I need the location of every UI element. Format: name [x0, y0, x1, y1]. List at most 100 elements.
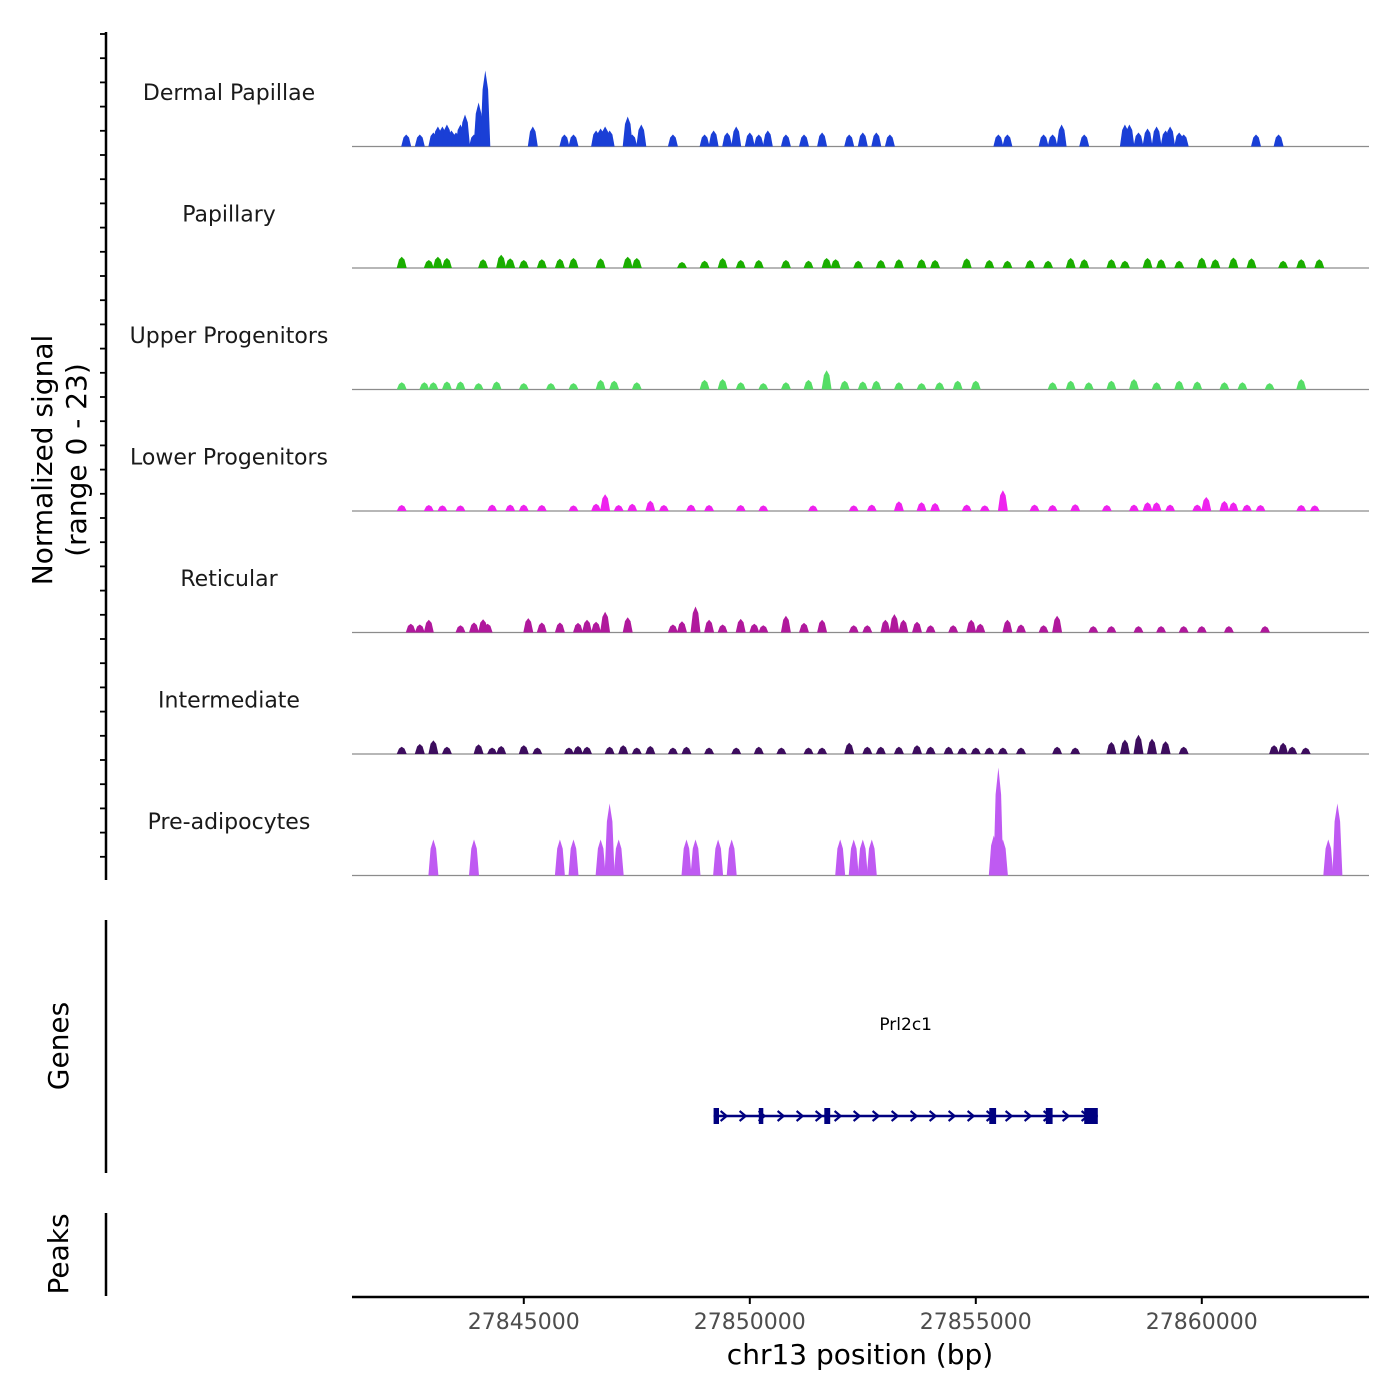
signal-peak — [803, 260, 814, 268]
signal-peak — [993, 134, 1004, 147]
signal-peak — [1273, 134, 1284, 147]
signal-peak — [925, 746, 936, 754]
track-dermal-papillae: Dermal Papillae — [143, 70, 1369, 148]
signal-peak — [803, 747, 814, 754]
signal-peak — [758, 505, 769, 511]
signal-peak — [591, 621, 602, 633]
signal-peak — [518, 383, 529, 390]
signal-peak — [893, 501, 904, 511]
signal-peak — [423, 619, 434, 633]
signal-peak — [496, 746, 507, 754]
gene-label: Prl2c1 — [879, 1015, 932, 1035]
signal-peak — [744, 132, 755, 147]
genes-axis-title: Genes — [42, 1002, 75, 1090]
signal-peak — [713, 839, 724, 876]
gene-exon — [824, 1108, 831, 1124]
signal-peak — [582, 619, 592, 633]
strand-arrow — [795, 1110, 805, 1122]
signal-peak — [1192, 504, 1203, 511]
signal-peak — [916, 259, 927, 268]
signal-peak — [799, 134, 809, 147]
signal-peak — [857, 132, 868, 147]
signal-peak — [441, 381, 452, 390]
signal-peak — [667, 624, 678, 633]
signal-tracks: Dermal Papillae Papillary Upper Progenitor… — [130, 70, 1369, 877]
signal-peak — [423, 260, 434, 268]
signal-peak — [997, 490, 1008, 511]
signal-peak — [1002, 134, 1013, 147]
signal-peak — [821, 370, 832, 390]
gene-exon — [989, 1108, 997, 1124]
signal-peak — [848, 505, 859, 511]
signal-peak — [758, 383, 769, 390]
signal-peak — [817, 619, 828, 633]
signal-peak — [478, 259, 489, 268]
signal-peak — [1043, 260, 1054, 268]
signal-peak — [717, 379, 728, 390]
signal-peak — [455, 505, 466, 511]
signal-peak — [1088, 626, 1099, 633]
signal-peak — [1070, 504, 1081, 511]
signal-peak — [1129, 504, 1139, 511]
signal-peak — [722, 132, 733, 147]
signal-peak — [1156, 259, 1167, 268]
peaks-axis-title: Peaks — [42, 1213, 75, 1294]
signal-peak — [667, 134, 678, 147]
signal-peak — [857, 839, 868, 876]
signal-peak — [975, 623, 986, 633]
signal-peak — [536, 505, 547, 511]
signal-peak — [1016, 747, 1026, 754]
signal-peak — [690, 606, 701, 633]
signal-peak — [1264, 383, 1275, 390]
signal-peak — [1038, 625, 1049, 633]
signal-peak — [554, 622, 565, 633]
signal-peak — [622, 617, 633, 633]
signal-peak — [428, 839, 439, 876]
signal-peak — [912, 621, 922, 633]
signal-peak — [875, 746, 886, 754]
signal-peak — [1174, 380, 1185, 390]
signal-peak — [480, 70, 491, 147]
signal-peak — [835, 839, 846, 876]
signal-peak — [803, 379, 814, 390]
signal-peak — [961, 504, 972, 511]
signal-peak — [1296, 259, 1307, 268]
signal-peak — [582, 746, 592, 754]
signal-peak — [469, 622, 479, 633]
signal-peak — [726, 839, 737, 876]
strand-arrow — [909, 1110, 919, 1122]
signal-peak — [753, 134, 764, 147]
signal-peak — [984, 260, 995, 268]
signal-peak — [1269, 745, 1280, 754]
signal-peak — [943, 746, 954, 754]
signal-peak — [645, 500, 656, 511]
signal-peak — [844, 742, 855, 754]
signal-peak — [930, 503, 941, 511]
signal-peak — [925, 625, 936, 633]
strand-arrow — [966, 1110, 976, 1122]
signal-peak — [1056, 124, 1067, 147]
signal-peak — [1255, 505, 1266, 511]
signal-peak — [857, 381, 868, 390]
signal-peak — [401, 134, 412, 147]
signal-peak — [1106, 380, 1117, 390]
signal-peak — [496, 254, 507, 268]
signal-peak — [699, 260, 710, 268]
track-label: Lower Progenitors — [130, 446, 328, 471]
signal-peak — [568, 134, 579, 147]
signal-peak — [604, 803, 615, 876]
signal-peak — [527, 126, 538, 147]
signal-peak — [1165, 126, 1176, 147]
signal-peak — [1210, 259, 1221, 268]
signal-peak — [1047, 382, 1058, 390]
signal-peak — [568, 505, 579, 511]
signal-peak — [1296, 379, 1307, 390]
signal-peak — [930, 260, 941, 268]
signal-peak — [1192, 381, 1203, 390]
signal-peak — [1237, 382, 1248, 390]
signal-peak — [1147, 738, 1157, 754]
strand-arrow — [890, 1110, 900, 1122]
signal-peak — [1119, 739, 1130, 754]
signal-peak — [731, 747, 742, 754]
